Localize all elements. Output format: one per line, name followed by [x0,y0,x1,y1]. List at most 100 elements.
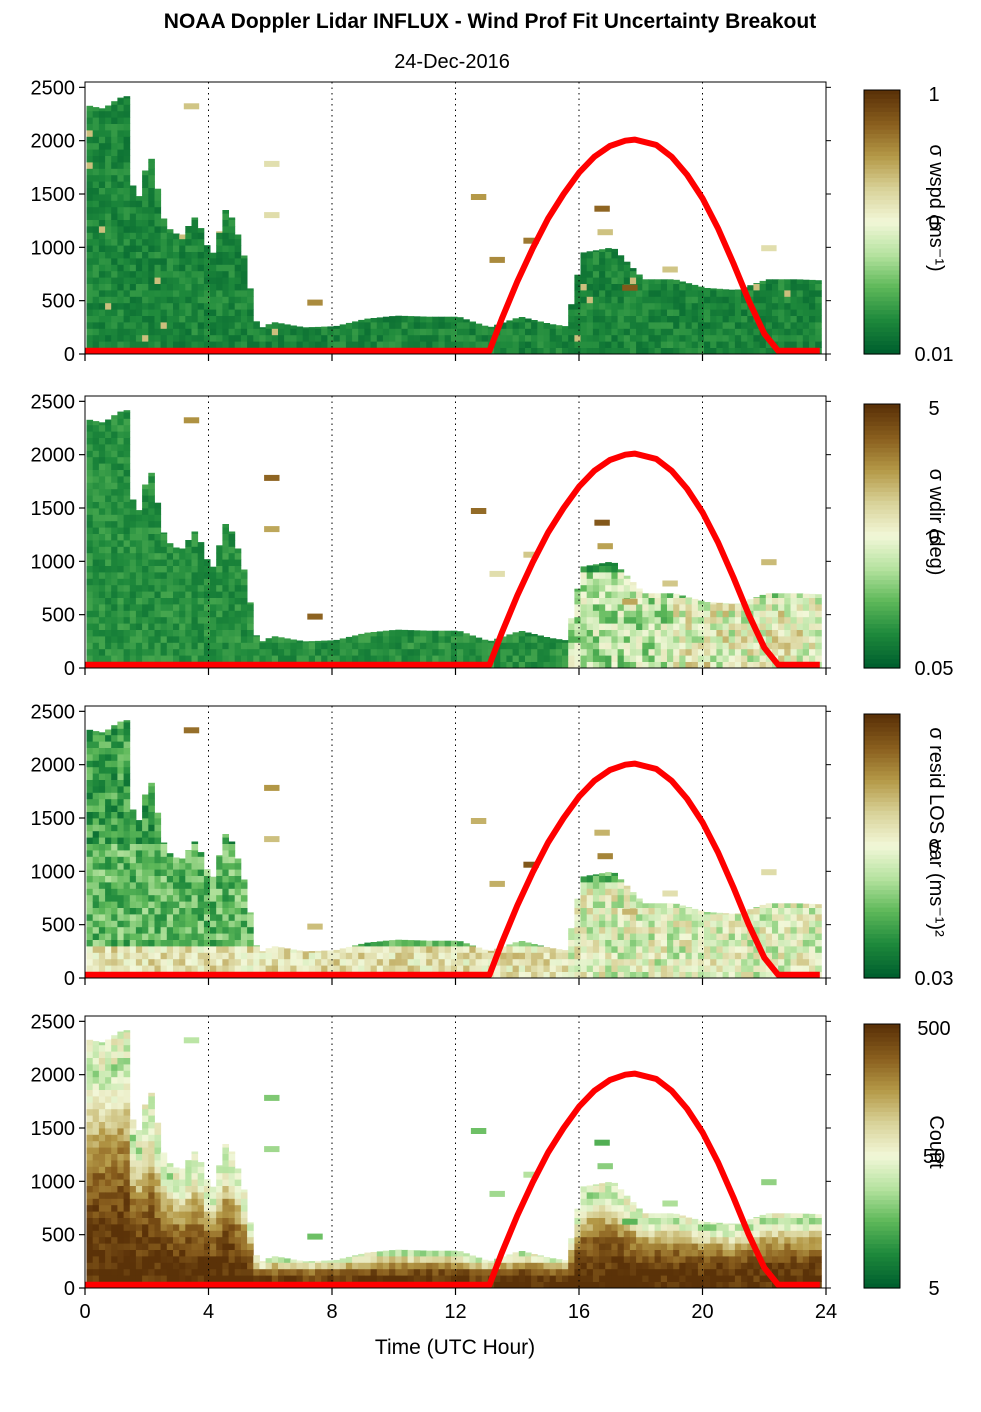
heatmap-cell [685,958,693,966]
heatmap-cell [117,238,124,246]
isolated-return [597,543,613,550]
heatmap-cell [142,843,149,851]
heatmap-cell [376,946,384,953]
heatmap-cell [623,290,631,297]
heatmap-cell [98,162,106,169]
heatmap-cell [605,952,612,960]
isolated-return [183,417,200,424]
heatmap-cell [487,326,495,329]
heatmap-cell [92,629,100,637]
heatmap-cell [173,939,180,947]
heatmap-cell [784,933,791,940]
heatmap-cell [426,648,433,656]
heatmap-cell [86,501,94,509]
heatmap-cell [179,270,186,278]
heatmap-cell [605,290,612,297]
heatmap-cell [586,597,594,605]
heatmap-cell [580,604,588,611]
heatmap-cell [574,898,581,902]
heatmap-cell [772,610,779,618]
heatmap-cell [629,894,637,902]
heatmap-cell [185,322,192,329]
heatmap-cell [185,283,192,291]
heatmap-cell [98,792,106,800]
heatmap-cell [228,869,236,876]
heatmap-cell [86,508,94,515]
heatmap-cell [654,946,662,953]
heatmap-cell [86,277,94,284]
heatmap-cell [135,642,143,650]
heatmap-cell [92,264,100,272]
heatmap-cell [86,1128,94,1135]
heatmap-cell [111,418,118,426]
heatmap-cell [222,578,229,586]
heatmap-cell [642,920,649,928]
heatmap-cell [247,328,254,336]
heatmap-cell [574,926,581,934]
heatmap-cell [518,941,526,947]
heatmap-cell [129,508,137,515]
heatmap-cell [673,315,680,323]
heatmap-cell [123,476,131,483]
heatmap-cell [518,655,526,662]
heatmap-cell [240,597,248,605]
colorbar-label: σ resid LOS var (ms⁻¹)² [925,727,947,937]
heatmap-cell [265,328,273,336]
heatmap-cell [86,1115,94,1122]
heatmap-cell [568,642,575,650]
heatmap-cell [148,830,155,838]
heatmap-cell [105,914,112,921]
heatmap-cell [790,655,798,662]
heatmap-cell [222,290,229,297]
heatmap-cell [753,347,760,355]
heatmap-cell [815,296,822,304]
heatmap-cell [605,341,612,348]
heatmap-cell [210,341,217,348]
heatmap-cell [129,501,137,509]
heatmap-cell [339,965,347,972]
heatmap-cell [111,508,118,515]
heatmap-cell [203,952,211,960]
heatmap-cell [129,616,137,624]
heatmap-cell [111,882,118,889]
heatmap-cell [197,552,205,560]
heatmap-cell [111,958,118,966]
heatmap-cell [247,642,254,650]
heatmap-cell [148,629,155,637]
heatmap-cell [691,296,699,304]
heatmap-cell [747,655,754,662]
heatmap-cell [765,952,773,960]
colorbar-swatch [864,903,900,909]
heatmap-cell [586,655,594,662]
heatmap-cell [98,1102,106,1110]
heatmap-cell [98,636,106,643]
heatmap-cell [648,296,656,304]
heatmap-cell [86,1256,94,1263]
heatmap-cell [129,206,137,214]
heatmap-cell [395,636,402,643]
heatmap-cell [160,309,168,316]
heatmap-cell [636,952,643,960]
heatmap-cell [160,952,168,960]
heatmap-cell [111,914,118,921]
heatmap-cell [228,217,236,220]
heatmap-cell [173,965,180,972]
heatmap-cell [129,875,137,883]
heatmap-cell [734,958,742,966]
heatmap-cell [704,616,711,624]
heatmap-cell [568,629,575,637]
heatmap-cell [734,952,742,960]
heatmap-cell [809,914,816,921]
heatmap-cell [111,341,118,348]
heatmap-cell [98,108,106,112]
heatmap-cell [352,334,359,342]
heatmap-cell [117,946,124,953]
heatmap-cell [160,296,168,304]
heatmap-cell [580,341,588,348]
heatmap-cell [234,597,242,605]
heatmap-cell [185,591,192,598]
heatmap-cell [599,610,606,618]
heatmap-cell [129,578,137,586]
heatmap-cell [691,952,699,960]
heatmap-cell [531,661,538,669]
